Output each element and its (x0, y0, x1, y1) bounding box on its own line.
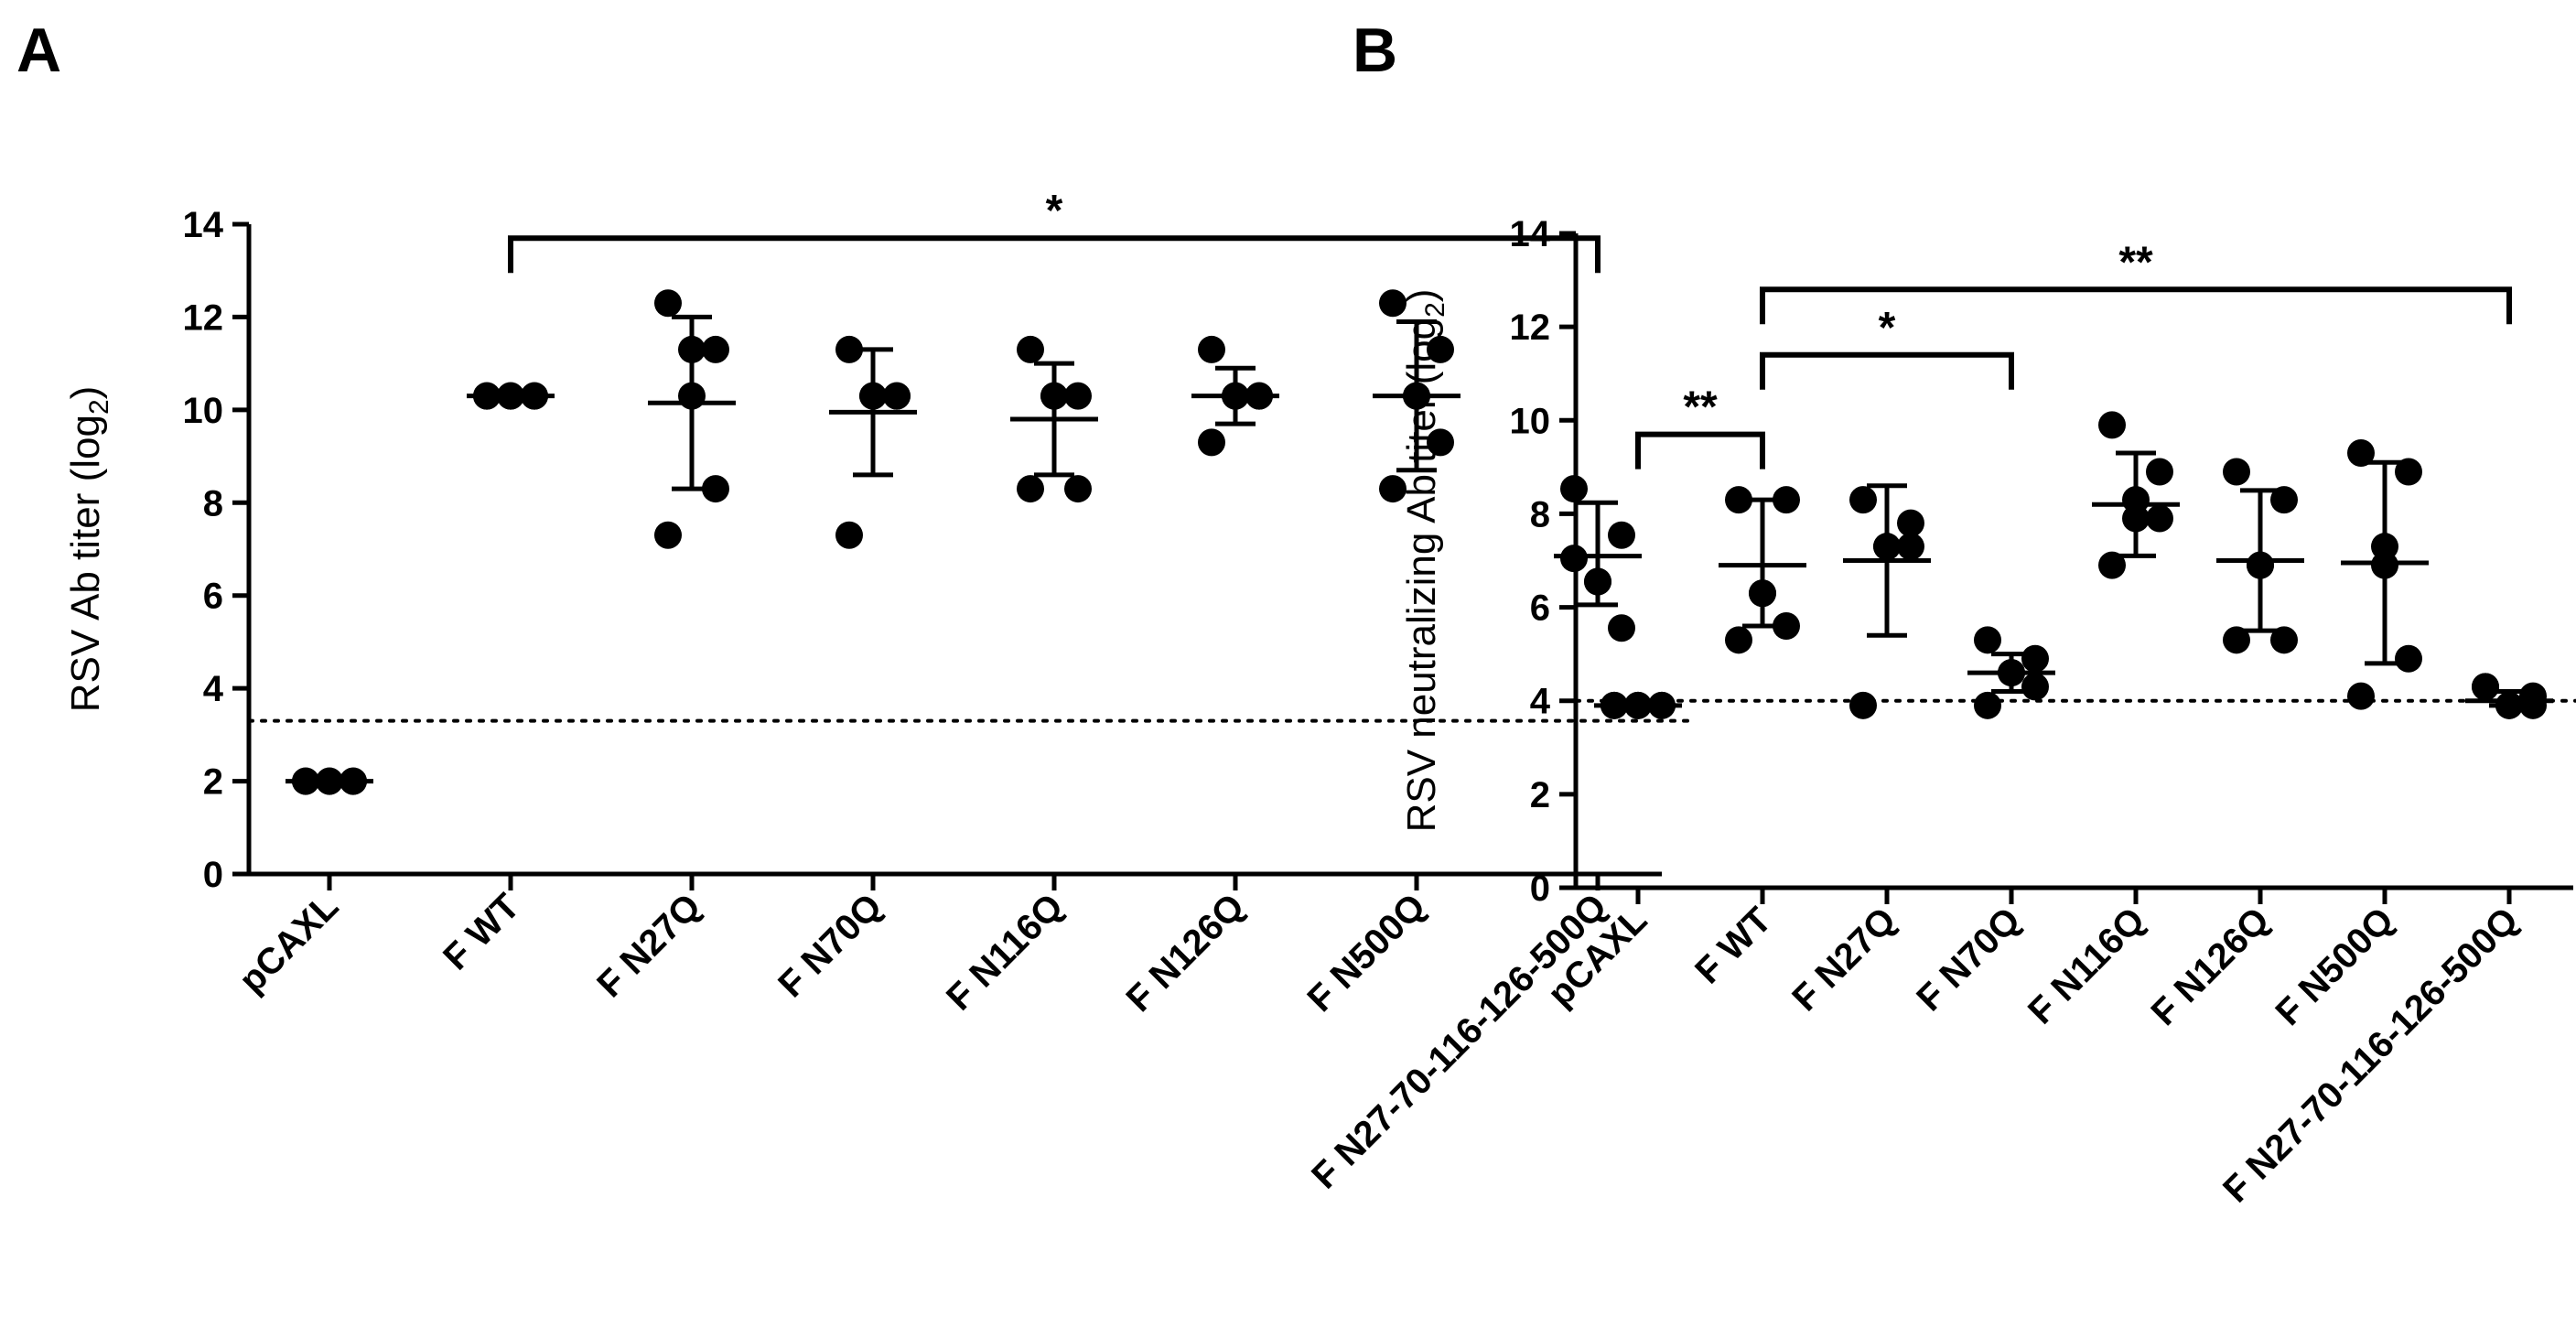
y-tick-label: 4 (1530, 682, 1551, 722)
significance-label: ** (1683, 383, 1718, 432)
y-tick-label: 8 (203, 483, 223, 523)
x-category-label: F N27Q (589, 886, 708, 1005)
x-category-label: F N126Q (2143, 900, 2277, 1033)
data-point (1198, 335, 1225, 363)
significance-bracket (1760, 351, 2014, 390)
data-point (1198, 428, 1225, 457)
data-point (2223, 458, 2250, 486)
y-axis-label-close: ) (63, 386, 108, 400)
data-point (2146, 504, 2173, 533)
data-point (1064, 475, 1092, 503)
data-point (1608, 614, 1635, 642)
significance-bracket (1635, 431, 1765, 469)
data-point (2098, 551, 2126, 579)
significance-bracket (508, 235, 1601, 274)
data-point (1064, 382, 1092, 410)
y-axis-label-subscript: 2 (84, 399, 114, 415)
y-axis-label: RSV Ab titer (log2) (63, 386, 114, 713)
data-point (1725, 626, 1752, 654)
data-point (1427, 335, 1454, 363)
data-point (2270, 486, 2298, 514)
y-tick-label: 2 (1530, 775, 1550, 815)
significance-bracket (1760, 286, 2512, 325)
y-axis-label: RSV neutralizing Ab titer (log2) (1399, 289, 1450, 833)
data-point (1379, 289, 1407, 318)
data-point (1849, 691, 1877, 719)
y-axis-label-main: RSV Ab titer (log (63, 415, 108, 712)
data-point (2223, 626, 2250, 654)
data-point (1017, 335, 1044, 363)
x-category-label: F N116Q (939, 886, 1071, 1018)
data-point (1773, 612, 1800, 640)
x-category-label: F N500Q (1299, 886, 1433, 1020)
data-point (1974, 626, 2001, 654)
y-tick-label: 0 (203, 855, 223, 895)
data-point (1379, 475, 1407, 503)
data-point (702, 475, 729, 503)
y-tick-label: 0 (1530, 869, 1550, 909)
data-point (1608, 521, 1635, 549)
data-point (2021, 673, 2049, 701)
y-tick-label: 4 (203, 669, 224, 709)
y-tick-label: 6 (203, 577, 223, 617)
y-axis-label-main: RSV neutralizing Ab titer (log (1399, 318, 1444, 833)
chart-panel-b: 0 2 4 6 8 10 12 14 RSV neutralizing Ab titer (lo… (1399, 214, 2576, 1211)
data-point (1897, 509, 1924, 537)
significance-label: * (1879, 304, 1896, 352)
panel-letter-a: A (16, 16, 61, 85)
data-point (883, 382, 911, 410)
x-category-label: F WT (1687, 900, 1779, 991)
data-point (702, 335, 729, 363)
x-category-label: F N70Q (1909, 900, 2028, 1019)
significance-label: * (1046, 187, 1063, 235)
data-point (1725, 486, 1752, 514)
data-point (2395, 644, 2422, 673)
data-point (2270, 626, 2298, 654)
y-tick-label: 12 (183, 297, 224, 338)
x-category-label: F N126Q (1118, 886, 1252, 1020)
data-point (1974, 691, 2001, 719)
data-point (1773, 486, 1800, 514)
x-category-label: F N116Q (2021, 900, 2152, 1031)
y-tick-label: 12 (1510, 308, 1551, 348)
y-axis-label-subscript: 2 (1420, 302, 1450, 318)
y-tick-label: 14 (1510, 214, 1551, 254)
data-point (2021, 644, 2049, 673)
data-point (1427, 428, 1454, 457)
data-point (2347, 682, 2375, 710)
x-category-label: pCAXL (232, 886, 346, 1000)
data-point (654, 521, 682, 549)
data-point (654, 289, 682, 318)
panel-letter-b: B (1353, 16, 1397, 85)
data-point (1897, 533, 1924, 561)
y-tick-label: 10 (183, 391, 224, 431)
data-point (835, 521, 863, 549)
y-tick-label: 8 (1530, 494, 1550, 534)
data-point (2395, 458, 2422, 486)
y-tick-label: 10 (1510, 401, 1551, 441)
data-point (2146, 458, 2173, 486)
x-category-label: F N500Q (2268, 900, 2401, 1033)
data-point (2098, 411, 2126, 439)
data-point (2347, 439, 2375, 468)
data-point (1849, 486, 1877, 514)
x-category-label: F WT (436, 886, 527, 977)
x-category-label: F N27Q (1784, 900, 1903, 1019)
x-category-label: F N27-70-116-126-500Q (1304, 886, 1614, 1196)
significance-label: ** (2118, 238, 2153, 286)
data-point (1017, 475, 1044, 503)
y-axis-label-close: ) (1399, 289, 1444, 303)
data-point (2472, 673, 2499, 701)
y-tick-label: 2 (203, 762, 223, 803)
y-tick-label: 6 (1530, 588, 1550, 629)
x-category-label: F N70Q (771, 886, 889, 1005)
y-tick-label: 14 (183, 205, 224, 245)
data-point (835, 335, 863, 363)
